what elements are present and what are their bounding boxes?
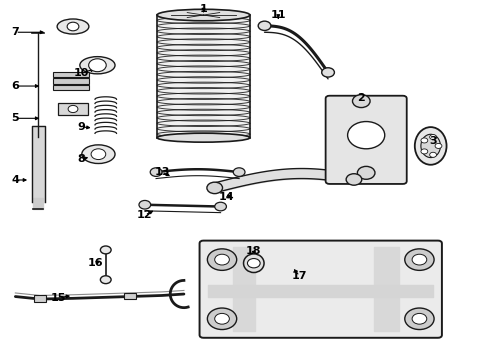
Circle shape [139, 201, 151, 209]
Circle shape [421, 149, 428, 154]
Text: 8: 8 [77, 154, 85, 164]
Text: 4: 4 [11, 175, 19, 185]
Text: 10: 10 [74, 68, 89, 78]
Circle shape [405, 249, 434, 270]
Circle shape [352, 95, 370, 108]
Circle shape [207, 308, 237, 329]
Bar [58, 103, 88, 115]
Ellipse shape [57, 19, 89, 34]
FancyBboxPatch shape [199, 240, 442, 338]
Circle shape [215, 202, 226, 211]
Circle shape [215, 314, 229, 324]
Ellipse shape [157, 133, 250, 142]
Ellipse shape [244, 254, 264, 273]
Circle shape [322, 68, 334, 77]
Text: 11: 11 [270, 10, 286, 20]
Circle shape [89, 59, 106, 72]
Ellipse shape [415, 127, 446, 165]
Circle shape [347, 122, 385, 149]
Text: 12: 12 [137, 210, 152, 220]
Circle shape [207, 182, 222, 194]
Text: 13: 13 [154, 167, 170, 177]
Bar [53, 85, 89, 90]
Bar [53, 78, 89, 84]
Circle shape [150, 168, 162, 176]
Circle shape [215, 254, 229, 265]
Circle shape [412, 254, 427, 265]
Ellipse shape [421, 134, 441, 158]
Circle shape [67, 22, 79, 31]
Circle shape [207, 249, 237, 270]
Circle shape [421, 138, 428, 143]
Circle shape [435, 143, 442, 148]
Text: 17: 17 [292, 271, 307, 281]
Circle shape [430, 135, 437, 140]
Text: 2: 2 [357, 93, 365, 103]
Text: 6: 6 [11, 81, 19, 91]
Circle shape [258, 21, 271, 31]
Ellipse shape [157, 9, 250, 21]
Bar [53, 72, 89, 77]
Circle shape [405, 308, 434, 329]
Circle shape [247, 258, 260, 268]
Text: 16: 16 [88, 258, 104, 268]
Circle shape [100, 276, 111, 284]
Text: 14: 14 [219, 192, 234, 202]
Ellipse shape [82, 145, 115, 163]
Bar [124, 293, 136, 300]
Ellipse shape [80, 57, 115, 74]
Text: 9: 9 [77, 122, 85, 132]
Text: 3: 3 [429, 136, 437, 145]
Text: 7: 7 [11, 27, 19, 37]
Bar [34, 296, 46, 302]
Circle shape [412, 314, 427, 324]
Text: 1: 1 [199, 4, 207, 14]
Circle shape [68, 105, 78, 113]
Circle shape [346, 174, 362, 185]
Circle shape [91, 149, 106, 159]
Text: 5: 5 [12, 113, 19, 123]
Text: 18: 18 [246, 246, 262, 256]
Circle shape [357, 166, 375, 179]
FancyBboxPatch shape [326, 96, 407, 184]
Circle shape [100, 246, 111, 254]
Circle shape [233, 168, 245, 176]
Circle shape [430, 152, 437, 157]
Text: 15: 15 [50, 293, 66, 303]
